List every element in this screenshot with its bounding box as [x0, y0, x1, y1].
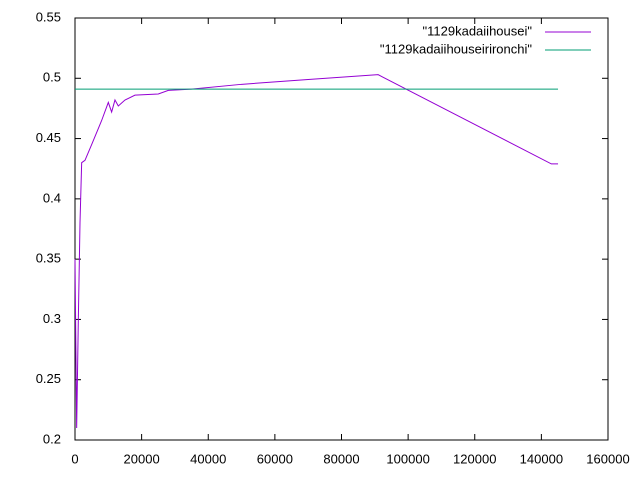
- x-tick-label: 100000: [386, 451, 429, 466]
- x-tick-label: 0: [71, 451, 78, 466]
- legend-label: "1129kadaiihousei": [423, 23, 533, 38]
- y-tick-label: 0.3: [43, 311, 61, 326]
- y-tick-label: 0.35: [36, 251, 61, 266]
- y-tick-label: 0.2: [43, 431, 61, 446]
- x-tick-label: 140000: [520, 451, 563, 466]
- y-tick-label: 0.4: [43, 190, 61, 205]
- series-line: [74, 74, 559, 428]
- x-tick-label: 120000: [453, 451, 496, 466]
- y-tick-label: 0.25: [36, 371, 61, 386]
- x-tick-label: 160000: [586, 451, 629, 466]
- x-tick-label: 60000: [257, 451, 293, 466]
- plot-border: [74, 17, 609, 441]
- x-tick-label: 20000: [124, 451, 160, 466]
- y-tick-label: 0.55: [36, 9, 61, 24]
- x-tick-label: 80000: [323, 451, 359, 466]
- y-tick-label: 0.45: [36, 130, 61, 145]
- x-tick-label: 40000: [190, 451, 226, 466]
- y-tick-label: 0.5: [43, 70, 61, 85]
- legend-label: "1129kadaiihouseirironchi": [380, 41, 532, 56]
